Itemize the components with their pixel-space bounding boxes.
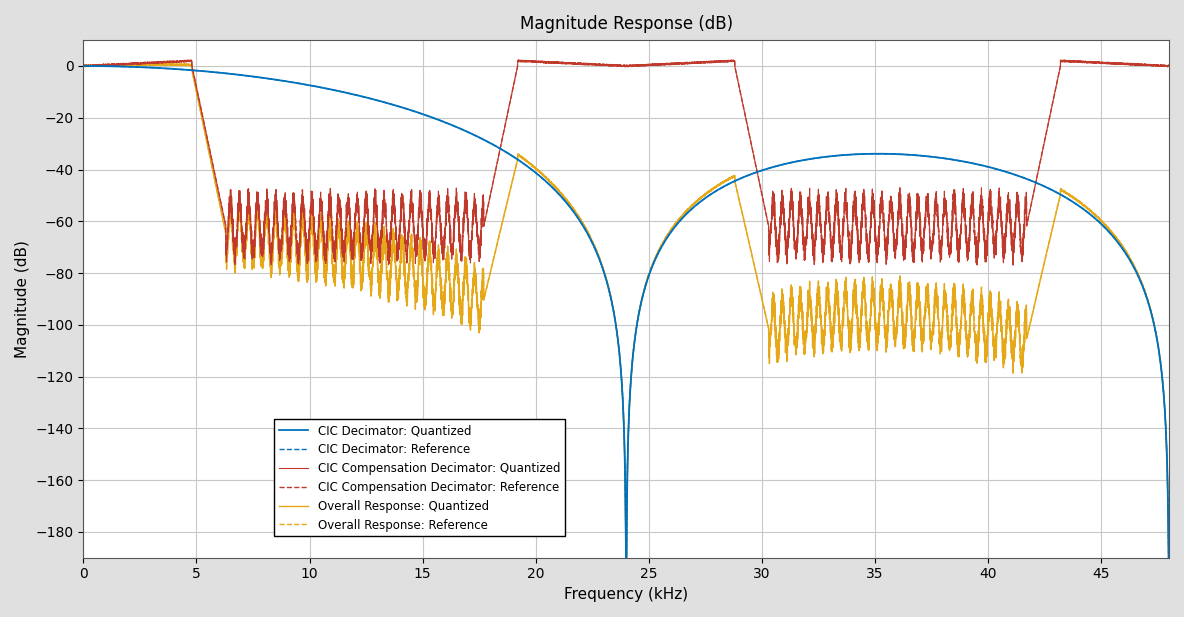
Line: Overall Response: Reference: Overall Response: Reference [83, 64, 1169, 558]
CIC Decimator: Quantized: (35.6, -34): Quantized: (35.6, -34) [881, 150, 895, 157]
CIC Compensation Decimator: Quantized: (2.41, 0.765): Quantized: (2.41, 0.765) [131, 60, 146, 68]
CIC Decimator: Quantized: (48, -190): Quantized: (48, -190) [1162, 554, 1176, 561]
Overall Response: Quantized: (28.4, -44.2): Quantized: (28.4, -44.2) [719, 177, 733, 184]
Overall Response: Reference: (38.2, -91.8): Reference: (38.2, -91.8) [939, 300, 953, 307]
CIC Decimator: Reference: (17.4, -27.1): Reference: (17.4, -27.1) [469, 133, 483, 140]
Line: CIC Decimator: Quantized: CIC Decimator: Quantized [83, 66, 1169, 558]
CIC Compensation Decimator: Quantized: (0, 0.0293): Quantized: (0, 0.0293) [76, 62, 90, 70]
Line: CIC Compensation Decimator: Reference: CIC Compensation Decimator: Reference [83, 60, 1169, 252]
CIC Compensation Decimator: Reference: (4.76, 2.27): Reference: (4.76, 2.27) [184, 56, 198, 64]
CIC Compensation Decimator: Reference: (48, 0.0611): Reference: (48, 0.0611) [1162, 62, 1176, 70]
CIC Compensation Decimator: Reference: (0, 0.0293): Reference: (0, 0.0293) [76, 62, 90, 70]
Overall Response: Reference: (28.4, -44.2): Reference: (28.4, -44.2) [719, 177, 733, 184]
CIC Decimator: Reference: (30.5, -39): Reference: (30.5, -39) [766, 164, 780, 171]
Overall Response: Quantized: (2.87, 0.915): Quantized: (2.87, 0.915) [141, 60, 155, 67]
CIC Decimator: Quantized: (2.41, -0.407): Quantized: (2.41, -0.407) [131, 64, 146, 71]
CIC Decimator: Quantized: (28.4, -46.1): Quantized: (28.4, -46.1) [719, 182, 733, 189]
Y-axis label: Magnitude (dB): Magnitude (dB) [15, 240, 30, 358]
CIC Compensation Decimator: Quantized: (17.4, -62): Quantized: (17.4, -62) [470, 223, 484, 230]
Overall Response: Quantized: (24, -190): Quantized: (24, -190) [619, 554, 633, 561]
Title: Magnitude Response (dB): Magnitude Response (dB) [520, 15, 733, 33]
Overall Response: Quantized: (38.2, -94.6): Quantized: (38.2, -94.6) [939, 307, 953, 315]
Overall Response: Quantized: (35.6, -96.2): Quantized: (35.6, -96.2) [881, 312, 895, 319]
CIC Decimator: Reference: (48, -190): Reference: (48, -190) [1162, 554, 1176, 561]
CIC Compensation Decimator: Quantized: (28.4, 2.13): Quantized: (28.4, 2.13) [719, 57, 733, 64]
X-axis label: Frequency (kHz): Frequency (kHz) [564, 587, 688, 602]
Overall Response: Quantized: (48, -190): Quantized: (48, -190) [1162, 554, 1176, 561]
Overall Response: Reference: (17.4, -86.6): Reference: (17.4, -86.6) [470, 286, 484, 294]
Overall Response: Reference: (24, -190): Reference: (24, -190) [619, 554, 633, 561]
CIC Decimator: Reference: (0, 0): Reference: (0, 0) [76, 62, 90, 70]
CIC Compensation Decimator: Quantized: (35.6, -61.4): Quantized: (35.6, -61.4) [881, 222, 895, 229]
CIC Decimator: Reference: (28.4, -46.1): Reference: (28.4, -46.1) [719, 182, 733, 189]
CIC Compensation Decimator: Reference: (30.5, -52): Reference: (30.5, -52) [766, 197, 780, 204]
Overall Response: Quantized: (0, 0.0293): Quantized: (0, 0.0293) [76, 62, 90, 70]
CIC Compensation Decimator: Reference: (38.2, -56): Reference: (38.2, -56) [939, 207, 953, 215]
CIC Decimator: Quantized: (17.4, -27.1): Quantized: (17.4, -27.1) [469, 133, 483, 140]
CIC Compensation Decimator: Quantized: (30.5, -49): Quantized: (30.5, -49) [766, 189, 780, 197]
CIC Compensation Decimator: Reference: (28.4, 2.13): Reference: (28.4, 2.13) [719, 57, 733, 64]
Line: CIC Decimator: Reference: CIC Decimator: Reference [83, 66, 1169, 558]
CIC Compensation Decimator: Reference: (31.9, -72): Reference: (31.9, -72) [798, 249, 812, 256]
CIC Decimator: Reference: (38.2, -35.8): Reference: (38.2, -35.8) [939, 155, 953, 162]
Overall Response: Reference: (2.41, 0.357): Reference: (2.41, 0.357) [131, 61, 146, 68]
Overall Response: Reference: (2.87, 0.915): Reference: (2.87, 0.915) [141, 60, 155, 67]
CIC Compensation Decimator: Reference: (35.6, -62.6): Reference: (35.6, -62.6) [881, 224, 895, 231]
Line: Overall Response: Quantized: Overall Response: Quantized [83, 64, 1169, 558]
CIC Compensation Decimator: Reference: (2.41, 0.765): Reference: (2.41, 0.765) [131, 60, 146, 68]
Overall Response: Reference: (35.6, -96.5): Reference: (35.6, -96.5) [881, 312, 895, 320]
CIC Decimator: Reference: (24, -190): Reference: (24, -190) [619, 554, 633, 561]
Overall Response: Reference: (30.5, -91.1): Reference: (30.5, -91.1) [766, 298, 780, 305]
CIC Compensation Decimator: Reference: (17.4, -59.5): Reference: (17.4, -59.5) [470, 217, 484, 224]
Overall Response: Reference: (48, -190): Reference: (48, -190) [1162, 554, 1176, 561]
Overall Response: Quantized: (30.5, -89.8): Quantized: (30.5, -89.8) [766, 295, 780, 302]
Legend: CIC Decimator: Quantized, CIC Decimator: Reference, CIC Compensation Decimator: : CIC Decimator: Quantized, CIC Decimator:… [274, 420, 565, 536]
CIC Compensation Decimator: Quantized: (48, 0.0611): Quantized: (48, 0.0611) [1162, 62, 1176, 70]
CIC Compensation Decimator: Quantized: (4.76, 2.27): Quantized: (4.76, 2.27) [184, 56, 198, 64]
Line: CIC Compensation Decimator: Quantized: CIC Compensation Decimator: Quantized [83, 60, 1169, 265]
CIC Decimator: Reference: (35.6, -34): Reference: (35.6, -34) [881, 150, 895, 157]
Overall Response: Quantized: (17.4, -89.1): Quantized: (17.4, -89.1) [470, 293, 484, 300]
CIC Decimator: Quantized: (38.2, -35.8): Quantized: (38.2, -35.8) [939, 155, 953, 162]
Overall Response: Quantized: (2.41, 0.357): Quantized: (2.41, 0.357) [131, 61, 146, 68]
CIC Compensation Decimator: Quantized: (41.1, -76.9): Quantized: (41.1, -76.9) [1006, 262, 1021, 269]
CIC Decimator: Quantized: (30.5, -39): Quantized: (30.5, -39) [766, 164, 780, 171]
Overall Response: Reference: (0, 0.0293): Reference: (0, 0.0293) [76, 62, 90, 70]
CIC Compensation Decimator: Quantized: (38.2, -52.9): Quantized: (38.2, -52.9) [939, 199, 953, 207]
CIC Decimator: Reference: (2.41, -0.407): Reference: (2.41, -0.407) [131, 64, 146, 71]
CIC Decimator: Quantized: (24, -190): Quantized: (24, -190) [619, 554, 633, 561]
CIC Decimator: Quantized: (0, 0): Quantized: (0, 0) [76, 62, 90, 70]
